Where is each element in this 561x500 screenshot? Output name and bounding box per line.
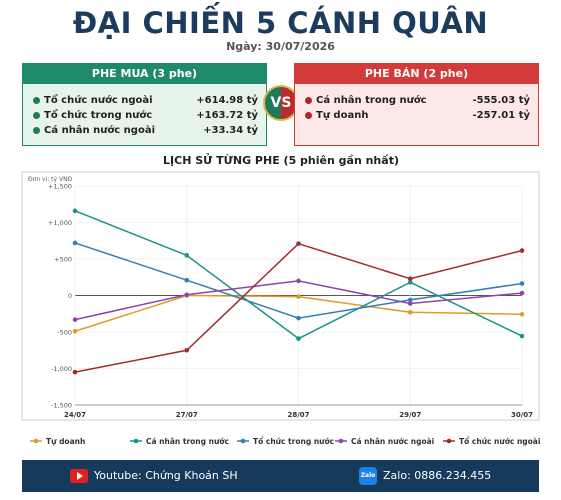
y-tick-label: -1,000 xyxy=(51,365,72,373)
bullet xyxy=(33,127,40,134)
data-point xyxy=(184,347,190,353)
vs-badge: VS xyxy=(263,85,299,121)
y-tick-label: -1,500 xyxy=(51,402,72,410)
group-name: Tổ chức nước ngoài xyxy=(44,95,153,106)
group-name: Tự doanh xyxy=(316,110,369,121)
panel-row: Tổ chức trong nước +163.72 tỷ xyxy=(31,108,258,123)
y-tick-label: -500 xyxy=(57,329,72,337)
data-point xyxy=(72,317,78,322)
page-title: ĐẠI CHIẾN 5 CÁNH QUÂN xyxy=(72,6,489,40)
data-point xyxy=(296,336,301,341)
footer: Youtube: Chứng Khoán SH Zalo Zalo: 0886.… xyxy=(22,460,539,492)
panel-title: PHE BÁN (2 phe) xyxy=(295,64,538,84)
legend-label: Cá nhân trong nước xyxy=(146,437,229,446)
zalo-contact[interactable]: Zalo: 0886.234.455 xyxy=(383,469,492,482)
y-tick-label: +1,000 xyxy=(48,219,72,227)
youtube-link[interactable]: Youtube: Chứng Khoán SH xyxy=(94,469,238,482)
data-point xyxy=(407,280,413,285)
data-point xyxy=(407,309,413,315)
group-value: +33.34 tỷ xyxy=(203,125,258,136)
bullet xyxy=(305,97,312,104)
data-point xyxy=(519,333,525,339)
buy-panel: PHE MUA (3 phe) Tổ chức nước ngoài +614.9… xyxy=(22,63,267,146)
group-name: Cá nhân nước ngoài xyxy=(44,125,155,136)
panel-row: Tổ chức nước ngoài +614.98 tỷ xyxy=(31,93,258,108)
data-point xyxy=(184,292,190,298)
date: Ngày: 30/07/2026 xyxy=(226,40,335,53)
data-point xyxy=(296,294,301,299)
panel-row: Tự doanh -257.01 tỷ xyxy=(303,108,530,123)
legend-swatch-dot xyxy=(240,438,246,444)
y-tick-label: +1,500 xyxy=(48,183,72,191)
group-name: Cá nhân trong nước xyxy=(316,95,427,106)
panel-row: Cá nhân nước ngoài +33.34 tỷ xyxy=(31,123,258,138)
data-point xyxy=(519,248,525,253)
panel-rows: Cá nhân trong nước -555.03 tỷ Tự doanh -257… xyxy=(295,84,538,123)
x-tick-label: 24/07 xyxy=(64,411,86,419)
data-point xyxy=(407,301,413,306)
legend-label: Tự doanh xyxy=(46,437,85,446)
group-value: +163.72 tỷ xyxy=(196,110,258,121)
group-value: -555.03 tỷ xyxy=(472,95,530,106)
group-value: -257.01 tỷ xyxy=(472,110,530,121)
x-tick-label: 29/07 xyxy=(399,411,421,419)
data-point xyxy=(296,278,301,284)
legend-label: Cá nhân nước ngoài xyxy=(351,437,434,446)
data-point xyxy=(296,241,301,246)
group-value: +614.98 tỷ xyxy=(196,95,258,106)
data-point xyxy=(296,315,301,321)
panel-title: PHE MUA (3 phe) xyxy=(23,64,266,84)
data-point xyxy=(72,240,78,246)
x-tick-label: 27/07 xyxy=(176,411,198,419)
x-tick-label: 28/07 xyxy=(287,411,309,419)
chart: LỊCH SỬ TỪNG PHE (5 phiên gần nhất) Đơn … xyxy=(21,153,540,446)
y-tick-label: 0 xyxy=(68,292,72,300)
chart-title: LỊCH SỬ TỪNG PHE (5 phiên gần nhất) xyxy=(163,153,399,167)
data-point xyxy=(519,281,525,286)
bullet xyxy=(305,112,312,119)
legend-swatch-dot xyxy=(446,438,452,444)
data-point xyxy=(72,369,78,375)
unit-label: Đơn vị: tỷ VNĐ xyxy=(28,176,73,183)
panel-rows: Tổ chức nước ngoài +614.98 tỷ Tổ chức tron… xyxy=(23,84,266,138)
group-name: Tổ chức trong nước xyxy=(44,110,153,121)
data-point xyxy=(519,311,525,317)
legend-swatch-dot xyxy=(133,438,139,444)
bullet xyxy=(33,112,40,119)
legend-label: Tổ chức trong nước xyxy=(253,437,334,446)
chart-frame xyxy=(21,171,540,421)
youtube-icon xyxy=(70,469,88,483)
legend-swatch-dot xyxy=(338,438,344,444)
legend-swatch-dot xyxy=(33,438,39,444)
data-point xyxy=(184,253,190,258)
zalo-icon: Zalo xyxy=(359,467,377,485)
data-point xyxy=(407,276,413,282)
data-point xyxy=(72,328,78,334)
bullet xyxy=(33,97,40,104)
sell-panel: PHE BÁN (2 phe) Cá nhân trong nước -555.0… xyxy=(294,63,539,146)
y-tick-label: +500 xyxy=(54,256,72,264)
x-tick-label: 30/07 xyxy=(511,411,533,419)
data-point xyxy=(407,297,413,303)
legend-label: Tổ chức nước ngoài xyxy=(459,437,540,446)
data-point xyxy=(519,290,525,296)
data-point xyxy=(184,277,190,283)
data-point xyxy=(72,208,78,214)
panel-row: Cá nhân trong nước -555.03 tỷ xyxy=(303,93,530,108)
